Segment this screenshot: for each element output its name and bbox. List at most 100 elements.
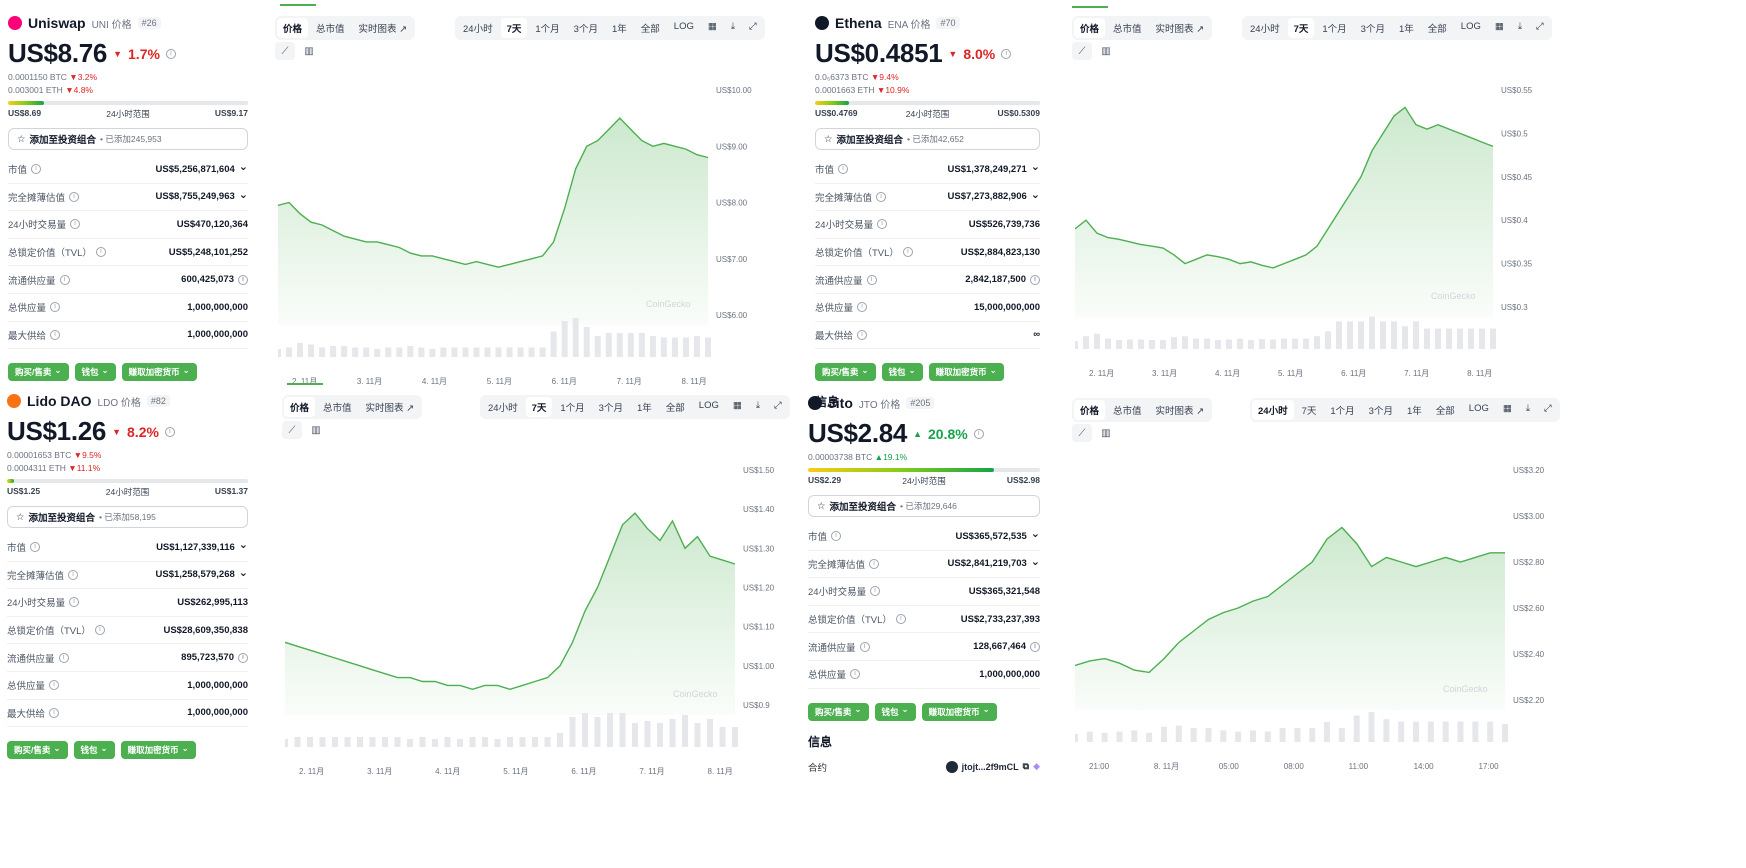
info-icon[interactable]: i <box>973 428 984 439</box>
range-tab[interactable]: 全部 <box>1435 406 1455 417</box>
tab-market-cap[interactable]: 总市值 <box>323 403 352 414</box>
stat-row[interactable]: 市值 i US$365,572,535 ⌄ <box>808 523 1040 551</box>
range-tab[interactable]: 全部 <box>640 24 660 35</box>
info-icon[interactable]: i <box>68 569 79 580</box>
range-tab[interactable]: 1年 <box>611 24 627 35</box>
chevron-down-icon[interactable]: ⌄ <box>238 566 248 579</box>
info-icon[interactable]: i <box>869 558 880 569</box>
info-icon[interactable]: i <box>838 164 849 175</box>
calendar-icon[interactable]: ▦ <box>1502 403 1512 414</box>
info-icon[interactable]: i <box>895 614 906 625</box>
range-tab[interactable]: 24小时 <box>463 24 493 35</box>
add-to-portfolio-button[interactable]: ☆ 添加至投资组合 • 已添加245,953 <box>8 128 248 150</box>
info-icon[interactable]: i <box>1030 274 1040 285</box>
wallet-button[interactable]: 钱包 ⌄ <box>74 363 116 382</box>
wallet-button[interactable]: 钱包 ⌄ <box>874 702 916 721</box>
range-tab[interactable]: 24小时 <box>488 403 518 414</box>
range-tab[interactable]: 1个月 <box>535 24 560 35</box>
candlestick-chart-icon[interactable]: ▥ <box>306 421 326 439</box>
earn-crypto-button[interactable]: 赚取加密货币 ⌄ <box>121 363 197 382</box>
buy-sell-button[interactable]: 购买/售卖 ⌄ <box>8 363 69 382</box>
chevron-down-icon[interactable]: ⌄ <box>1030 161 1040 174</box>
range-tab[interactable]: 24小时 <box>1252 400 1294 420</box>
add-to-portfolio-button[interactable]: ☆ 添加至投资组合 • 已添加58,195 <box>7 506 248 528</box>
tab-market-cap[interactable]: 总市值 <box>1113 406 1142 417</box>
info-icon[interactable]: i <box>50 329 61 340</box>
tab-market-cap[interactable]: 总市值 <box>316 24 345 35</box>
range-tab[interactable]: 1个月 <box>1322 24 1347 35</box>
info-icon[interactable]: i <box>1001 48 1012 59</box>
stat-row[interactable]: 市值 i US$1,127,339,116 ⌄ <box>7 534 248 562</box>
range-tab[interactable]: 1年 <box>1406 406 1422 417</box>
tab-live-chart[interactable]: 实时图表 ↗ <box>365 403 415 414</box>
stat-row[interactable]: 完全摊薄估值 i US$1,258,579,268 ⌄ <box>7 562 248 590</box>
range-tab[interactable]: 3个月 <box>1368 406 1393 417</box>
line-chart-icon[interactable]: ⟋ <box>1072 424 1092 442</box>
range-tab[interactable]: 7天 <box>500 18 528 38</box>
tab-live-chart[interactable]: 实时图表 ↗ <box>1155 24 1205 35</box>
range-tab[interactable]: 7天 <box>525 397 553 417</box>
earn-crypto-button[interactable]: 赚取加密货币 ⌄ <box>921 702 997 721</box>
range-tab[interactable]: 24小时 <box>1250 24 1280 35</box>
buy-sell-button[interactable]: 购买/售卖 ⌄ <box>815 363 876 382</box>
chevron-down-icon[interactable]: ⌄ <box>1030 528 1040 541</box>
chevron-down-icon[interactable]: ⌄ <box>238 188 248 201</box>
info-icon[interactable]: i <box>870 586 881 597</box>
line-chart-icon[interactable]: ⟋ <box>275 42 295 60</box>
download-icon[interactable]: ⤓ <box>755 400 761 411</box>
range-tab[interactable]: 3个月 <box>598 403 623 414</box>
range-tab[interactable]: 全部 <box>1427 24 1447 35</box>
info-icon[interactable]: i <box>857 329 868 340</box>
copy-icon[interactable]: ⧉ <box>1022 761 1030 772</box>
download-icon[interactable]: ⤓ <box>1525 403 1531 414</box>
info-icon[interactable]: i <box>95 247 106 258</box>
buy-sell-button[interactable]: 购买/售卖 ⌄ <box>808 702 869 721</box>
info-icon[interactable]: i <box>94 625 105 636</box>
wallet-button[interactable]: 钱包 ⌄ <box>73 741 115 760</box>
download-icon[interactable]: ⤓ <box>730 21 736 32</box>
stat-row[interactable]: 完全摊薄估值 i US$2,841,219,703 ⌄ <box>808 551 1040 579</box>
info-icon[interactable]: i <box>31 164 42 175</box>
stat-row[interactable]: 市值 i US$1,378,249,271 ⌄ <box>815 156 1040 184</box>
chevron-down-icon[interactable]: ⌄ <box>1030 555 1040 568</box>
range-tab[interactable]: LOG <box>1468 403 1489 414</box>
fullscreen-icon[interactable]: ⤢ <box>1536 21 1544 32</box>
info-icon[interactable]: i <box>59 274 70 285</box>
metamask-icon[interactable]: ◆ <box>1033 761 1040 772</box>
info-icon[interactable]: i <box>831 531 842 542</box>
stat-row[interactable]: 完全摊薄估值 i US$7,273,882,906 ⌄ <box>815 184 1040 212</box>
earn-crypto-button[interactable]: 赚取加密货币 ⌄ <box>928 363 1004 382</box>
chevron-down-icon[interactable]: ⌄ <box>1030 188 1040 201</box>
info-icon[interactable]: i <box>49 680 60 691</box>
info-icon[interactable]: i <box>902 247 913 258</box>
range-tab[interactable]: LOG <box>698 400 719 411</box>
add-to-portfolio-button[interactable]: ☆ 添加至投资组合 • 已添加42,652 <box>815 128 1040 150</box>
range-tab[interactable]: 1年 <box>636 403 652 414</box>
range-tab[interactable]: 1个月 <box>560 403 585 414</box>
wallet-button[interactable]: 钱包 ⌄ <box>881 363 923 382</box>
range-tab[interactable]: 3个月 <box>573 24 598 35</box>
info-icon[interactable]: i <box>876 191 887 202</box>
stat-row[interactable]: 市值 i US$5,256,871,604 ⌄ <box>8 156 248 184</box>
tab-price[interactable]: 价格 <box>284 397 316 417</box>
calendar-icon[interactable]: ▦ <box>707 21 717 32</box>
range-tab[interactable]: LOG <box>1460 21 1481 32</box>
fullscreen-icon[interactable]: ⤢ <box>1544 403 1552 414</box>
chevron-down-icon[interactable]: ⌄ <box>238 161 248 174</box>
info-icon[interactable]: i <box>1030 641 1040 652</box>
info-icon[interactable]: i <box>70 219 81 230</box>
price-chart[interactable]: US$3.20 US$3.00 US$2.80 US$2.60 US$2.40 US$2.… <box>1075 460 1565 773</box>
range-tab[interactable]: LOG <box>673 21 694 32</box>
info-icon[interactable]: i <box>30 542 41 553</box>
range-tab[interactable]: 7天 <box>1287 18 1315 38</box>
contract-chip[interactable]: jtojt...2f9mCL ⧉ ◆ <box>945 760 1040 773</box>
info-icon[interactable]: i <box>850 669 861 680</box>
chevron-down-icon[interactable]: ⌄ <box>238 539 248 552</box>
tab-price[interactable]: 价格 <box>1074 18 1106 38</box>
line-chart-icon[interactable]: ⟋ <box>282 421 302 439</box>
earn-crypto-button[interactable]: 赚取加密货币 ⌄ <box>120 741 196 760</box>
candlestick-chart-icon[interactable]: ▥ <box>299 42 319 60</box>
add-to-portfolio-button[interactable]: ☆ 添加至投资组合 • 已添加29,646 <box>808 495 1040 517</box>
fullscreen-icon[interactable]: ⤢ <box>749 21 757 32</box>
price-chart[interactable]: US$10.00 US$9.00 US$8.00 US$7.00 US$6.00 Coin… <box>278 80 768 388</box>
